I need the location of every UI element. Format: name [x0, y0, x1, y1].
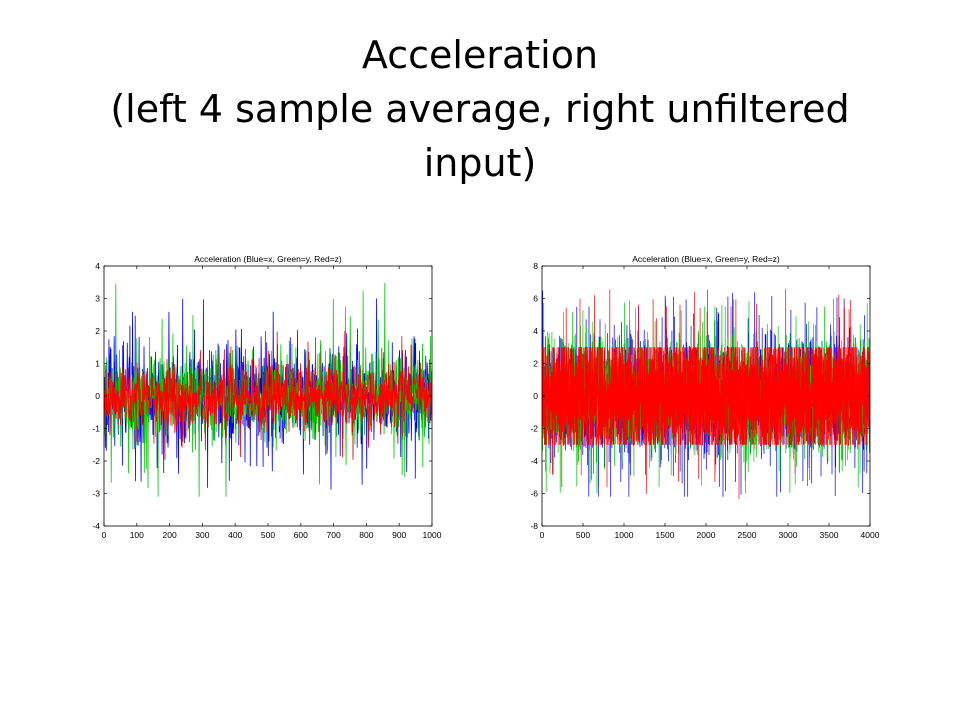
y-tick-label: 6 [533, 294, 538, 304]
y-tick-label: 3 [95, 294, 100, 304]
y-tick-label: -6 [530, 489, 538, 499]
y-tick-label: 4 [95, 261, 100, 271]
series-z-line [542, 288, 870, 500]
x-tick-label: 2000 [697, 530, 716, 540]
y-tick-label: -4 [530, 456, 538, 466]
y-tick-label: 0 [95, 391, 100, 401]
y-tick-label: 2 [533, 359, 538, 369]
series-z-trace [542, 288, 870, 500]
x-tick-label: 100 [130, 530, 144, 540]
y-tick-label: -3 [92, 489, 100, 499]
x-tick-label: 0 [102, 530, 107, 540]
y-tick-label: -2 [530, 424, 538, 434]
x-tick-label: 300 [195, 530, 209, 540]
x-tick-label: 2500 [738, 530, 757, 540]
x-tick-label: 1500 [656, 530, 675, 540]
x-tick-label: 800 [359, 530, 373, 540]
x-tick-label: 0 [540, 530, 545, 540]
y-tick-label: -1 [92, 424, 100, 434]
y-tick-label: -8 [530, 521, 538, 531]
y-tick-label: 1 [95, 359, 100, 369]
title-line-1: Acceleration [361, 33, 599, 77]
x-tick-label: 4000 [861, 530, 880, 540]
y-tick-label: 2 [95, 326, 100, 336]
chart-title: Acceleration (Blue=x, Green=y, Red=z) [194, 254, 342, 264]
y-tick-label: 4 [533, 326, 538, 336]
x-tick-label: 700 [327, 530, 341, 540]
y-tick-label: -4 [92, 521, 100, 531]
series-z-trace [104, 330, 432, 460]
x-tick-label: 900 [392, 530, 406, 540]
chart-title: Acceleration (Blue=x, Green=y, Red=z) [632, 254, 780, 264]
x-tick-label: 1000 [615, 530, 634, 540]
x-tick-label: 1000 [423, 530, 442, 540]
y-tick-label: 8 [533, 261, 538, 271]
x-tick-label: 500 [261, 530, 275, 540]
x-tick-label: 3000 [779, 530, 798, 540]
slide-title: Acceleration (left 4 sample average, rig… [40, 28, 920, 190]
y-tick-label: -2 [92, 456, 100, 466]
x-tick-label: 200 [163, 530, 177, 540]
x-tick-label: 600 [294, 530, 308, 540]
chart-right-unfiltered: Acceleration (Blue=x, Green=y, Red=z) 0 50… [530, 254, 880, 540]
x-tick-label: 500 [576, 530, 590, 540]
chart-left-4-sample-average: Acceleration (Blue=x, Green=y, Red=z)0 10… [92, 254, 442, 540]
title-line-2: (left 4 sample average, right unfiltered [110, 87, 850, 131]
series-z-line [104, 330, 432, 460]
x-tick-label: 400 [228, 530, 242, 540]
x-tick-label: 3500 [820, 530, 839, 540]
y-tick-label: 0 [533, 391, 538, 401]
title-line-3: input) [423, 141, 537, 185]
